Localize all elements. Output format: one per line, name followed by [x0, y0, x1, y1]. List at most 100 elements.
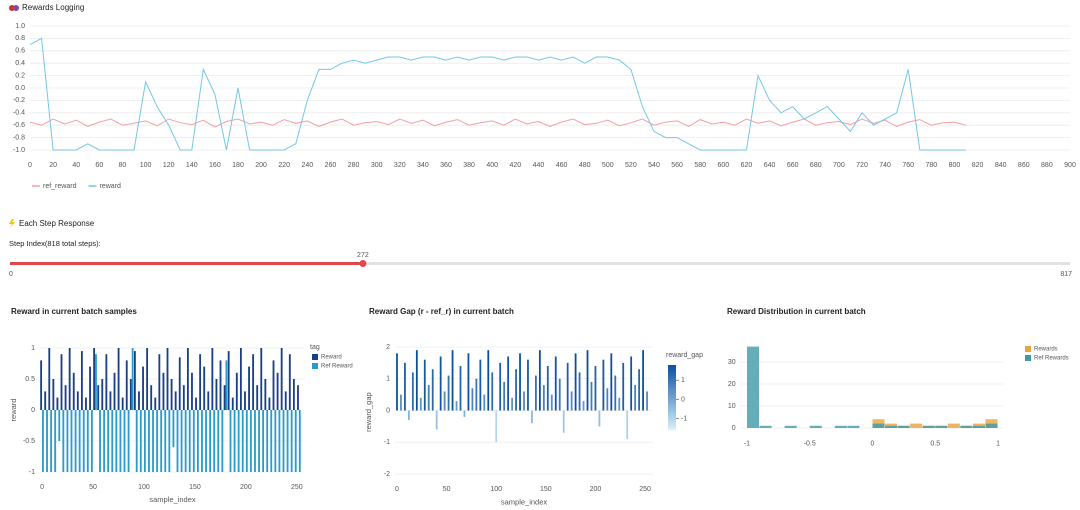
histogram-bar — [947, 423, 960, 428]
y-tick-label: -1 — [384, 439, 390, 446]
bar — [213, 410, 216, 472]
slider-handle[interactable] — [359, 260, 367, 267]
bar — [188, 410, 191, 472]
slider-label: Step Index(818 total steps): — [9, 239, 101, 248]
x-tick-label: 720 — [856, 162, 868, 169]
bar — [60, 354, 63, 410]
bar — [439, 356, 442, 411]
bar — [423, 359, 426, 411]
bar — [70, 410, 73, 472]
bar — [415, 350, 418, 411]
bar — [550, 394, 553, 411]
y-tick-label: 0.4 — [15, 60, 25, 67]
y-tick-label: -0.4 — [13, 110, 25, 117]
chart-title: Reward Gap (r - ref_r) in current batch — [369, 307, 514, 316]
x-tick-label: 0 — [40, 484, 44, 491]
section-title: Each Step Response — [19, 219, 95, 228]
bar — [598, 410, 601, 427]
bar — [217, 410, 220, 472]
y-tick-label: 2 — [386, 344, 390, 351]
x-tick-label: 150 — [540, 486, 552, 493]
bar — [562, 410, 565, 433]
y-tick-label: 0.0 — [15, 85, 25, 92]
legend-swatch — [1025, 346, 1031, 352]
x-tick-label: 500 — [602, 162, 614, 169]
bar — [133, 351, 136, 410]
bar — [135, 410, 138, 472]
bar — [443, 391, 446, 411]
histogram-bar — [872, 423, 885, 428]
chart-title: Reward in current batch samples — [11, 307, 137, 316]
bar — [241, 410, 244, 472]
bar — [178, 357, 181, 410]
x-tick-label: 120 — [163, 162, 175, 169]
bar — [574, 353, 577, 411]
x-tick-label: 700 — [833, 162, 845, 169]
bar — [203, 366, 206, 410]
bar — [184, 410, 187, 472]
bar — [495, 410, 498, 443]
y-tick-label: 20 — [728, 381, 736, 388]
y-axis-label: reward_gap — [364, 392, 373, 432]
bar — [519, 353, 521, 411]
x-tick-label: 100 — [140, 162, 152, 169]
legend-label: ref_reward — [43, 183, 77, 190]
bar — [602, 359, 605, 411]
x-tick-label: 1 — [996, 440, 1000, 447]
bar — [162, 372, 165, 410]
legend-swatch — [312, 354, 318, 360]
bar — [280, 348, 283, 410]
bar — [256, 385, 259, 410]
y-tick-label: 0 — [31, 407, 35, 414]
line-series — [29, 37, 966, 151]
bar — [411, 372, 414, 411]
bar — [535, 375, 537, 411]
x-tick-label: 0 — [395, 486, 399, 493]
bar — [146, 348, 149, 410]
bar — [68, 348, 71, 410]
bar — [292, 379, 295, 410]
bar — [298, 410, 301, 472]
histogram-bar — [910, 423, 923, 428]
bar — [590, 381, 593, 411]
bar — [431, 369, 434, 411]
bar — [48, 348, 51, 410]
bar — [52, 379, 55, 410]
x-tick-label: 860 — [1018, 162, 1030, 169]
bar — [586, 350, 589, 411]
bar — [74, 410, 77, 472]
bar — [80, 351, 83, 410]
bar — [50, 410, 53, 472]
bar — [182, 385, 185, 410]
y-tick-label: 1 — [386, 376, 390, 383]
bar — [499, 362, 502, 411]
bar — [282, 410, 285, 472]
bar — [119, 410, 122, 472]
histogram-bar — [847, 425, 860, 428]
x-tick-label: -0.5 — [804, 440, 816, 447]
bar — [278, 410, 281, 472]
bar — [168, 410, 171, 472]
bar — [143, 410, 146, 472]
y-tick-label: 0.2 — [15, 72, 25, 79]
bar — [272, 360, 275, 410]
x-tick-label: 250 — [291, 484, 303, 491]
x-tick-label: 800 — [949, 162, 961, 169]
x-tick-label: 50 — [443, 486, 451, 493]
x-tick-label: 660 — [787, 162, 799, 169]
bar — [578, 372, 581, 411]
x-tick-label: 620 — [741, 162, 753, 169]
bar — [174, 391, 177, 410]
bar — [515, 369, 517, 411]
bar — [138, 391, 140, 410]
histogram-bar — [922, 425, 935, 428]
bar — [610, 353, 613, 411]
x-tick-label: 740 — [879, 162, 891, 169]
bar — [150, 385, 153, 410]
bar — [487, 350, 490, 411]
bar — [148, 410, 150, 472]
chart-title: Rewards Logging — [22, 3, 84, 12]
x-tick-label: 150 — [189, 484, 201, 491]
bar — [180, 410, 183, 472]
